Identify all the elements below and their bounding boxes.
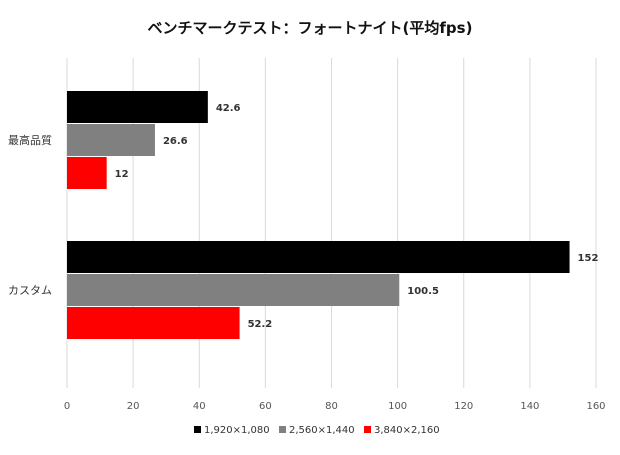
bar: [67, 307, 240, 339]
bar-layer: [67, 91, 570, 339]
data-label: 42.6: [216, 103, 241, 114]
x-tick-label: 100: [388, 401, 407, 412]
legend-label: 1,920×1,080: [204, 425, 270, 436]
bar: [67, 91, 208, 123]
label-layer: 42.6 26.6 12 152 100.5 52.2: [115, 103, 599, 330]
bar: [67, 274, 400, 306]
x-tick-label: 80: [325, 401, 338, 412]
x-tick-label: 0: [64, 401, 70, 412]
data-label: 26.6: [163, 136, 188, 147]
legend-swatch: [364, 426, 371, 433]
legend-label: 3,840×2,160: [374, 425, 440, 436]
category-label: 最高品質: [8, 133, 52, 147]
bar: [67, 157, 107, 189]
x-tick-label: 40: [193, 401, 206, 412]
legend-swatch: [279, 426, 286, 433]
x-tick-label: 160: [586, 401, 605, 412]
x-tick-label: 60: [259, 401, 272, 412]
bar: [67, 241, 570, 273]
legend-swatch: [194, 426, 201, 433]
data-label: 152: [578, 253, 599, 264]
data-label: 52.2: [248, 319, 273, 330]
x-tick-label: 120: [454, 401, 473, 412]
bar: [67, 124, 155, 156]
legend: 1,920×1,080 2,560×1,440 3,840×2,160: [194, 425, 440, 436]
legend-label: 2,560×1,440: [289, 425, 355, 436]
data-label: 12: [115, 169, 129, 180]
chart-title: ベンチマークテスト：フォートナイト(平均fps): [148, 19, 473, 37]
x-tick-label: 140: [520, 401, 539, 412]
data-label: 100.5: [407, 286, 439, 297]
category-label: カスタム: [8, 284, 52, 297]
x-tick-label: 20: [127, 401, 140, 412]
